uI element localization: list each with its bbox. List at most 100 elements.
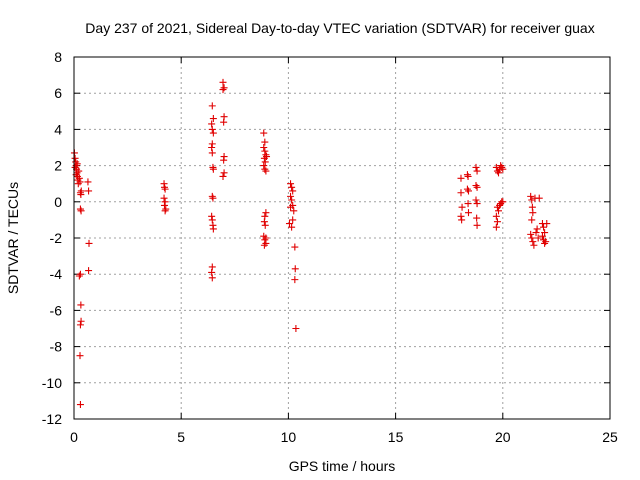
data-point xyxy=(529,209,537,217)
data-point xyxy=(161,185,169,193)
plot-frame xyxy=(73,56,611,420)
data-point xyxy=(457,189,465,197)
data-point xyxy=(85,239,93,247)
data-point xyxy=(473,221,481,229)
data-point xyxy=(71,154,79,162)
data-point xyxy=(77,207,85,215)
y-tick-label: -2 xyxy=(50,230,63,246)
data-point xyxy=(473,214,481,222)
data-point xyxy=(457,174,465,182)
data-point xyxy=(77,317,85,325)
data-point xyxy=(538,232,546,240)
x-axis-ticks: 0 5 10 15 20 25 xyxy=(70,57,618,445)
data-point xyxy=(289,187,297,195)
data-point xyxy=(208,216,216,224)
y-tick-label: -10 xyxy=(42,375,62,391)
data-point xyxy=(541,239,549,247)
data-point xyxy=(74,180,82,188)
data-point xyxy=(220,118,228,126)
data-point xyxy=(71,163,79,171)
data-point xyxy=(76,205,84,213)
x-tick-label: 25 xyxy=(602,429,618,445)
data-point xyxy=(76,178,84,186)
x-tick-label: 10 xyxy=(281,429,297,445)
data-point xyxy=(532,229,540,237)
data-point xyxy=(464,200,472,208)
data-point xyxy=(528,234,536,242)
data-point xyxy=(528,196,536,204)
data-point xyxy=(288,223,296,231)
data-point xyxy=(160,183,168,191)
data-point xyxy=(463,171,471,179)
data-point xyxy=(473,183,481,191)
data-point xyxy=(219,86,227,94)
data-point xyxy=(463,185,471,193)
data-point xyxy=(75,167,83,175)
data-point xyxy=(289,216,297,224)
data-point xyxy=(209,165,217,173)
data-point xyxy=(220,169,228,177)
data-point xyxy=(261,158,269,166)
data-point xyxy=(542,238,550,246)
data-point xyxy=(288,183,296,191)
data-point xyxy=(457,212,465,220)
data-point xyxy=(260,144,268,151)
data-point xyxy=(472,182,480,190)
data-point xyxy=(209,225,217,233)
y-tick-label: -6 xyxy=(50,302,63,318)
data-point xyxy=(208,192,216,200)
data-point xyxy=(161,198,169,206)
data-point xyxy=(262,234,270,242)
y-axis-label: SDTVAR / TECUs xyxy=(5,182,21,294)
data-point xyxy=(76,270,84,278)
data-point xyxy=(540,223,548,231)
data-point xyxy=(220,156,228,164)
data-point xyxy=(85,187,93,195)
data-point xyxy=(219,172,227,180)
data-point xyxy=(208,140,216,148)
y-tick-label: 2 xyxy=(54,158,62,174)
data-point xyxy=(162,205,170,213)
data-point xyxy=(260,162,268,170)
data-point xyxy=(529,238,537,246)
data-point xyxy=(288,196,296,204)
data-point xyxy=(261,138,269,146)
data-point xyxy=(160,194,168,202)
data-point xyxy=(208,263,216,271)
data-point xyxy=(458,203,466,211)
data-point xyxy=(76,352,84,360)
data-point xyxy=(220,84,228,92)
data-point xyxy=(495,207,503,215)
data-point xyxy=(208,144,216,151)
data-point xyxy=(285,220,293,228)
x-tick-label: 20 xyxy=(495,429,511,445)
data-point xyxy=(533,225,541,233)
data-point xyxy=(291,265,299,273)
y-tick-label: -4 xyxy=(50,266,63,282)
data-point xyxy=(76,321,84,329)
data-point xyxy=(464,172,472,180)
data-point xyxy=(219,78,227,86)
y-tick-label: -12 xyxy=(42,411,62,427)
data-point xyxy=(493,218,501,226)
y-tick-label: 8 xyxy=(54,49,62,65)
data-point xyxy=(160,201,168,209)
y-tick-label: 0 xyxy=(54,194,62,210)
data-point xyxy=(76,401,84,409)
data-point xyxy=(287,192,295,200)
data-point xyxy=(260,241,268,249)
data-point xyxy=(292,325,300,332)
data-point xyxy=(208,268,216,276)
data-point xyxy=(77,301,85,309)
data-point xyxy=(291,276,299,284)
chart-title: Day 237 of 2021, Sidereal Day-to-day VTE… xyxy=(85,20,594,36)
data-point xyxy=(262,151,270,159)
data-point xyxy=(543,220,551,228)
data-point xyxy=(492,212,500,220)
data-point xyxy=(75,174,83,182)
data-point xyxy=(290,207,298,215)
data-point xyxy=(492,223,500,231)
data-point xyxy=(262,209,270,217)
data-point xyxy=(260,218,268,226)
